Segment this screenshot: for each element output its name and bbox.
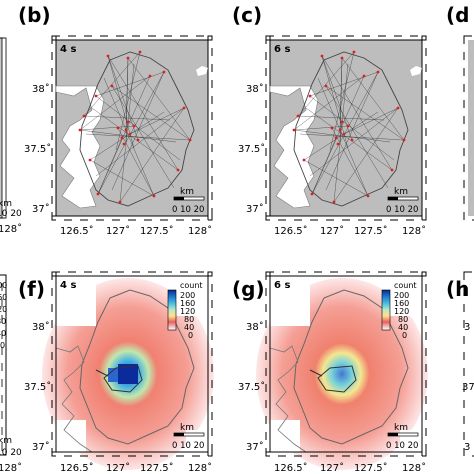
stations-c: [292, 50, 406, 204]
x-tick-128-e: 128˚: [0, 462, 22, 474]
cut-cbar-tick-160: 160: [0, 293, 7, 302]
colorbar-g: [381, 289, 391, 331]
x-tick-128-g: 128˚: [402, 462, 426, 474]
scale-bar-km-c: km: [394, 187, 408, 197]
scale-bar-km-g: km: [394, 423, 408, 433]
x-tick-1275-g: 127.5˚: [354, 462, 388, 474]
scale-bar-km-a: km: [0, 199, 12, 209]
study-region-c: [293, 51, 409, 207]
y-tick-375-b: 37.5˚: [24, 143, 51, 155]
panel-b-letter: (b): [18, 3, 51, 27]
x-tick-1265-f: 126.5˚: [60, 462, 94, 474]
x-tick-127-g: 127˚: [320, 462, 344, 474]
panel-f-time: 4 s: [60, 280, 76, 291]
cbar-g-120: 120: [394, 307, 409, 316]
panel-f: (f) 4 s count 200 160 120 80 40 0 km 0 1…: [18, 271, 214, 474]
panel-h-cut: (h 3 37 3: [446, 271, 474, 457]
study-region-b: [79, 51, 195, 207]
panel-c-letter: (c): [232, 3, 262, 27]
panel-e-cut: 200 160 120 80 40 0 km 10 20 128˚: [0, 274, 22, 474]
cbar-f-80: 80: [184, 315, 194, 324]
x-tick-128-f: 128˚: [188, 462, 212, 474]
y-tick-37-f: 37˚: [32, 441, 50, 453]
cbar-f-200: 200: [180, 291, 195, 300]
panel-f-letter: (f): [18, 277, 45, 301]
panel-d-cut: (d: [446, 3, 474, 221]
cut-cbar-tick-40: 40: [0, 329, 6, 338]
panel-g-time: 6 s: [274, 280, 290, 291]
scale-bar-km-b: km: [180, 187, 194, 197]
coast-g: [269, 345, 307, 453]
x-tick-1265-g: 126.5˚: [274, 462, 308, 474]
y-tick-38-g: 38˚: [246, 321, 264, 333]
x-tick-128-a: 128˚: [0, 223, 22, 235]
cbar-f-40: 40: [184, 323, 194, 332]
x-tick-1275-c: 127.5˚: [354, 225, 388, 237]
panel-g: (g) 6 s count 200 160 120 80 40 0 km 0 1…: [232, 271, 428, 474]
y-tick-cut-h-3: 3: [464, 442, 470, 453]
scale-bar-ticks-b: 0 10 20: [172, 205, 204, 215]
coast-f: [55, 345, 93, 453]
y-tick-38-f: 38˚: [32, 321, 50, 333]
ray-paths-b: [79, 51, 191, 203]
scale-bar-ticks-c: 0 10 20: [386, 205, 418, 215]
y-tick-375-c: 37.5˚: [238, 143, 265, 155]
cbar-g-200: 200: [394, 291, 409, 300]
colorbar-title-f: count: [180, 281, 203, 290]
cut-cbar-tick-200: 200: [0, 281, 7, 290]
cbar-g-80: 80: [398, 315, 408, 324]
y-tick-37-b: 37˚: [32, 203, 50, 215]
cbar-g-160: 160: [394, 299, 409, 308]
x-tick-1275-f: 127.5˚: [140, 462, 174, 474]
cbar-g-0: 0: [402, 331, 407, 340]
panel-c-time: 6 s: [274, 44, 290, 55]
scale-bar-km-f: km: [180, 423, 194, 433]
cbar-g-40: 40: [398, 323, 408, 332]
x-tick-127-f: 127˚: [106, 462, 130, 474]
panel-a-cut: km 10 20 128˚: [0, 37, 22, 235]
scale-bar-ticks-f: 0 10 20: [172, 441, 204, 451]
x-tick-128-c: 128˚: [402, 225, 426, 237]
y-tick-375-g: 37.5˚: [238, 381, 265, 393]
panel-b: (b) 4 s: [18, 3, 213, 237]
scale-bar-ticks-g: 0 10 20: [386, 441, 418, 451]
y-tick-37-c: 37˚: [246, 203, 264, 215]
colorbar-f: [167, 289, 177, 331]
cut-cbar-tick-80: 80: [0, 317, 6, 326]
x-tick-128-b: 128˚: [188, 225, 212, 237]
cut-cbar-tick-0: 0: [0, 341, 5, 350]
y-tick-375-f: 37.5˚: [24, 381, 51, 393]
colorbar-title-g: count: [394, 281, 417, 290]
panel-b-time: 4 s: [60, 44, 76, 55]
stations-b: [78, 50, 192, 204]
panel-h-letter: (h: [446, 277, 469, 301]
y-tick-37-g: 37˚: [246, 441, 264, 453]
cbar-f-120: 120: [180, 307, 195, 316]
ray-paths-c: [293, 51, 405, 203]
scale-bar-ticks-a: 10 20: [0, 209, 22, 219]
x-tick-1275-b: 127.5˚: [140, 225, 174, 237]
y-tick-38-c: 38˚: [246, 83, 264, 95]
x-tick-127-c: 127˚: [320, 225, 344, 237]
x-tick-1265-c: 126.5˚: [274, 225, 308, 237]
cut-cbar-tick-120: 120: [0, 305, 7, 314]
x-tick-1265-b: 126.5˚: [60, 225, 94, 237]
y-tick-38-b: 38˚: [32, 83, 50, 95]
panel-g-letter: (g): [232, 277, 265, 301]
panel-d-letter: (d: [446, 3, 469, 27]
x-tick-127-b: 127˚: [106, 225, 130, 237]
y-tick-cut-h-2: 37: [462, 382, 474, 393]
panel-c: (c) 6 s: [232, 3, 427, 237]
cbar-f-160: 160: [180, 299, 195, 308]
cbar-f-0: 0: [188, 331, 193, 340]
y-tick-cut-h-1: 3: [464, 322, 470, 333]
scale-bar-ticks-e: 10 20: [0, 448, 22, 458]
scale-bar-km-e: km: [0, 436, 12, 446]
